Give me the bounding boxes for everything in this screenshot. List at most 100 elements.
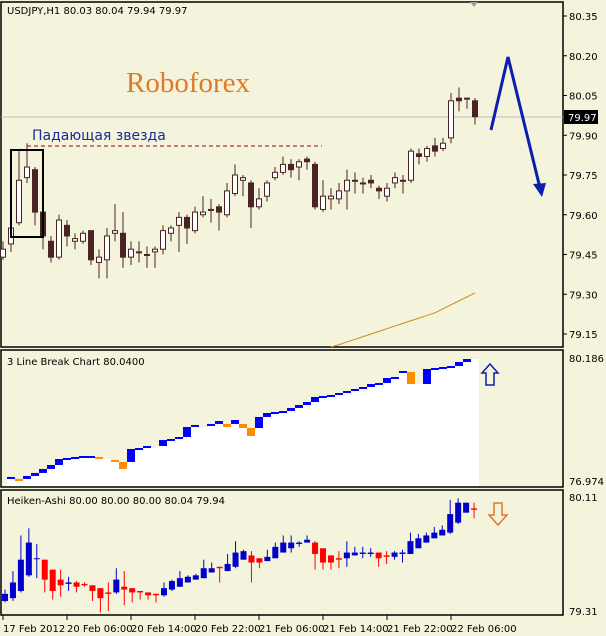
ha-body-bullish bbox=[240, 551, 247, 560]
ha-body-bullish bbox=[288, 542, 295, 549]
line-break-area bbox=[183, 437, 192, 486]
brick-up bbox=[135, 447, 143, 450]
ha-body-bearish bbox=[129, 588, 136, 593]
line-break-area bbox=[47, 468, 56, 486]
candle bbox=[56, 214, 62, 260]
ha-candle bbox=[224, 553, 231, 572]
current-price-tag bbox=[564, 110, 598, 124]
candle-body-bullish bbox=[240, 177, 246, 181]
line-break-area bbox=[239, 428, 248, 486]
candle-body-bearish bbox=[48, 240, 54, 258]
forecast-arrow[interactable] bbox=[489, 56, 546, 197]
candle-body-bullish bbox=[336, 190, 342, 200]
ha-candle bbox=[431, 526, 438, 539]
line-break-area bbox=[23, 478, 32, 486]
ha-body-bullish bbox=[447, 514, 454, 533]
line-break-area bbox=[439, 367, 448, 486]
ha-body-bullish bbox=[407, 541, 414, 554]
ha-candle bbox=[471, 502, 478, 519]
line-break-title: 3 Line Break Chart 80.0400 bbox=[7, 357, 145, 368]
candle bbox=[344, 169, 350, 210]
candle-body-bullish bbox=[440, 142, 446, 149]
ha-body-bullish bbox=[455, 502, 462, 523]
line-break-panel[interactable]: 3 Line Break Chart 80.0400 80.186 76.974 bbox=[0, 349, 604, 488]
candle-body-bullish bbox=[136, 251, 142, 254]
candle-body-bearish bbox=[472, 100, 478, 118]
line-break-area bbox=[135, 448, 144, 486]
brick-up bbox=[39, 468, 47, 473]
brick-up bbox=[351, 388, 359, 392]
ha-body-bullish bbox=[264, 556, 271, 562]
ha-candle bbox=[296, 541, 303, 547]
chart-shift-marker-icon[interactable] bbox=[470, 2, 478, 7]
candle-body-bearish bbox=[248, 182, 254, 208]
line-break-area bbox=[335, 394, 344, 486]
candle-body-bullish bbox=[464, 97, 470, 100]
line-break-area bbox=[207, 424, 216, 486]
brick-up bbox=[23, 475, 31, 479]
brick-up bbox=[287, 407, 295, 411]
time-tick-label: 17 Feb 2012 bbox=[3, 624, 65, 635]
candle bbox=[208, 198, 214, 223]
ha-candle bbox=[57, 569, 64, 597]
time-tick-label: 21 Feb 22:00 bbox=[387, 624, 453, 635]
ha-body-bullish bbox=[2, 593, 8, 601]
time-tick-label: 21 Feb 14:00 bbox=[323, 624, 389, 635]
candle bbox=[128, 241, 134, 266]
brick-up bbox=[279, 410, 287, 413]
ha-candle bbox=[383, 551, 390, 564]
shooting-star-highlight-box[interactable] bbox=[10, 149, 44, 238]
line-break-area bbox=[463, 361, 472, 486]
ha-body-bullish bbox=[17, 559, 24, 592]
ha-candle bbox=[399, 549, 406, 563]
candle bbox=[280, 156, 286, 175]
ha-body-bullish bbox=[184, 576, 191, 583]
candle bbox=[0, 241, 6, 260]
line-break-area bbox=[455, 366, 464, 486]
ha-candle bbox=[407, 532, 414, 554]
ha-body-bearish bbox=[41, 559, 48, 580]
candle-body-bullish bbox=[264, 182, 270, 197]
candle-body-bearish bbox=[288, 163, 294, 171]
ha-body-bullish bbox=[25, 542, 32, 576]
candle-body-bullish bbox=[232, 174, 238, 195]
brick-up bbox=[303, 401, 311, 405]
candle bbox=[176, 212, 182, 252]
price-tick-label: 79.31 bbox=[569, 607, 598, 618]
brick-up bbox=[359, 386, 367, 389]
brick-up bbox=[295, 404, 303, 408]
ha-body-bullish bbox=[168, 581, 175, 590]
brick-up bbox=[143, 445, 151, 448]
candle bbox=[328, 188, 334, 210]
candle-body-bearish bbox=[64, 224, 70, 237]
line-break-area bbox=[39, 472, 48, 486]
ha-candle bbox=[168, 579, 175, 592]
ha-candle bbox=[423, 532, 430, 543]
brick-up bbox=[431, 367, 439, 370]
candle-body-bullish bbox=[280, 163, 286, 173]
brick-up bbox=[47, 464, 55, 469]
ha-body-bearish bbox=[471, 508, 478, 510]
candle-body-bullish bbox=[16, 179, 22, 224]
line-break-area bbox=[287, 410, 296, 486]
ha-candle bbox=[33, 544, 40, 579]
ha-body-bullish bbox=[200, 568, 207, 579]
brick-up bbox=[367, 384, 375, 387]
ha-body-bearish bbox=[137, 591, 144, 593]
ha-body-bearish bbox=[256, 558, 263, 563]
brick-up bbox=[127, 448, 135, 462]
candle bbox=[160, 225, 166, 255]
main-panel[interactable]: USDJPY,H1 80.03 80.04 79.94 79.97 Robofo… bbox=[0, 1, 599, 348]
candle bbox=[120, 212, 126, 268]
candle-body-bullish bbox=[392, 177, 398, 184]
candle-body-bullish bbox=[72, 238, 78, 242]
moving-average-line bbox=[330, 292, 476, 348]
heiken-ashi-panel[interactable]: Heiken-Ashi 80.00 80.00 80.00 80.04 79.9… bbox=[0, 489, 598, 635]
candle-body-bearish bbox=[32, 169, 38, 213]
ha-candle bbox=[153, 593, 160, 603]
line-break-area bbox=[231, 423, 240, 486]
candle bbox=[400, 175, 406, 194]
ha-body-bearish bbox=[145, 592, 152, 596]
ha-body-bearish bbox=[153, 593, 160, 596]
